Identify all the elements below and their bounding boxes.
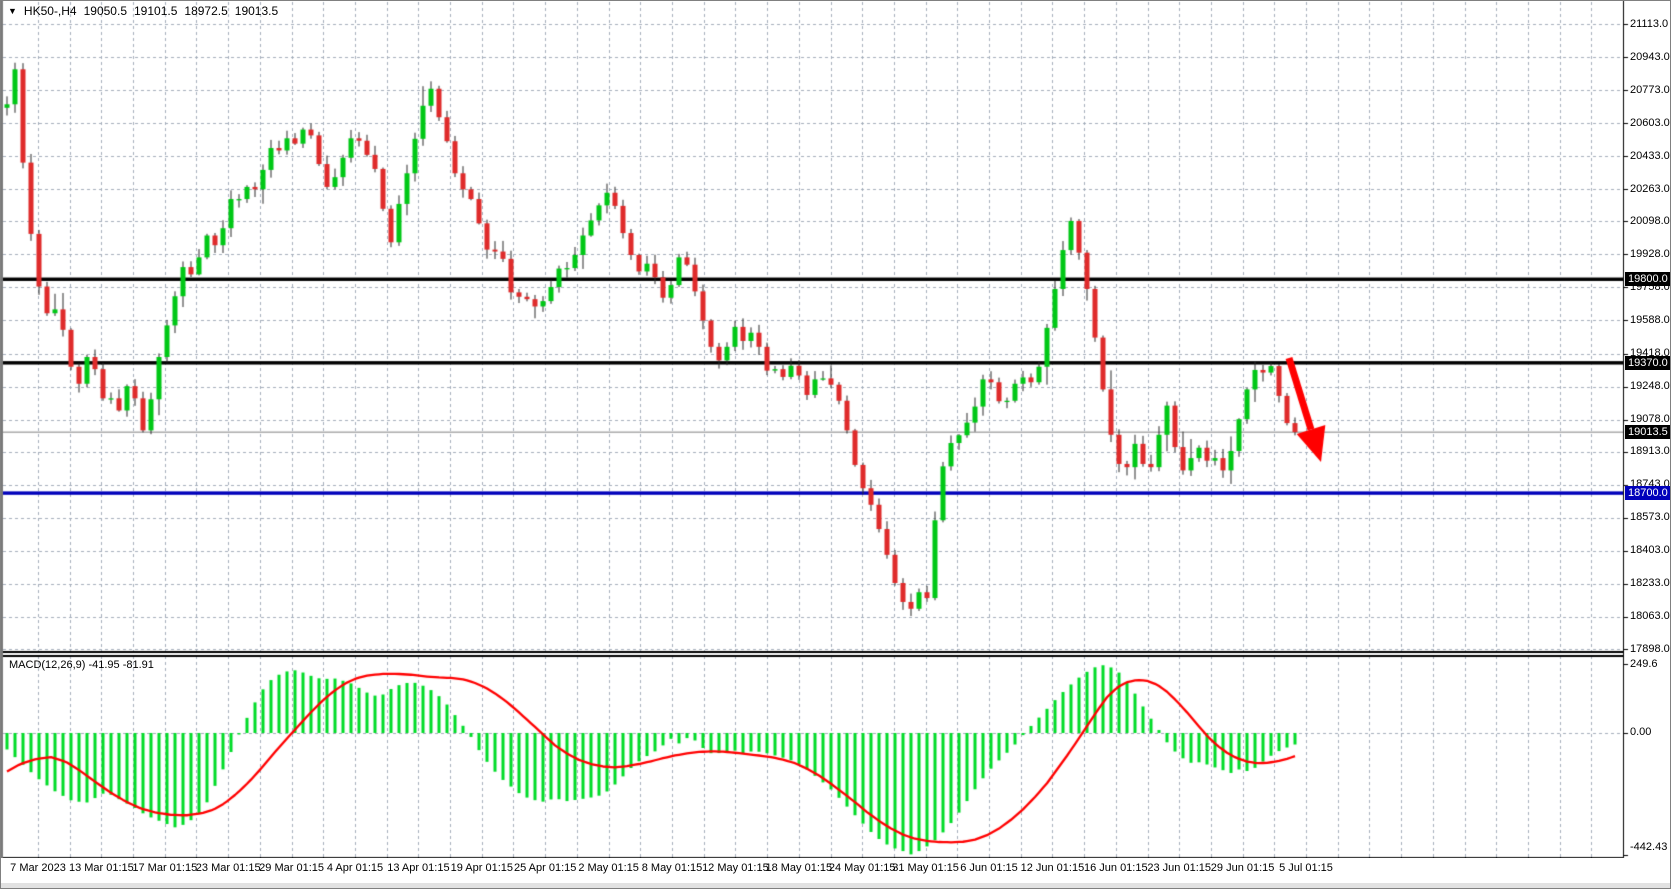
- ohlc-close: 19013.5: [234, 4, 279, 18]
- chart-title-bar: ▼ HK50-,H4 19050.5 19101.5 18972.5 19013…: [8, 4, 278, 18]
- ohlc-low: 18972.5: [184, 4, 228, 18]
- window-bottom-edge: [1, 883, 1670, 888]
- macd-indicator-label: MACD(12,26,9) -41.95 -81.91: [9, 659, 154, 671]
- time-axis-strip: [1, 858, 1670, 883]
- ohlc-high: 19101.5: [134, 4, 178, 18]
- chart-dropdown-icon[interactable]: ▼: [8, 5, 17, 16]
- symbol-period-label: HK50-,H4: [23, 4, 77, 18]
- ohlc-open: 19050.5: [83, 4, 127, 18]
